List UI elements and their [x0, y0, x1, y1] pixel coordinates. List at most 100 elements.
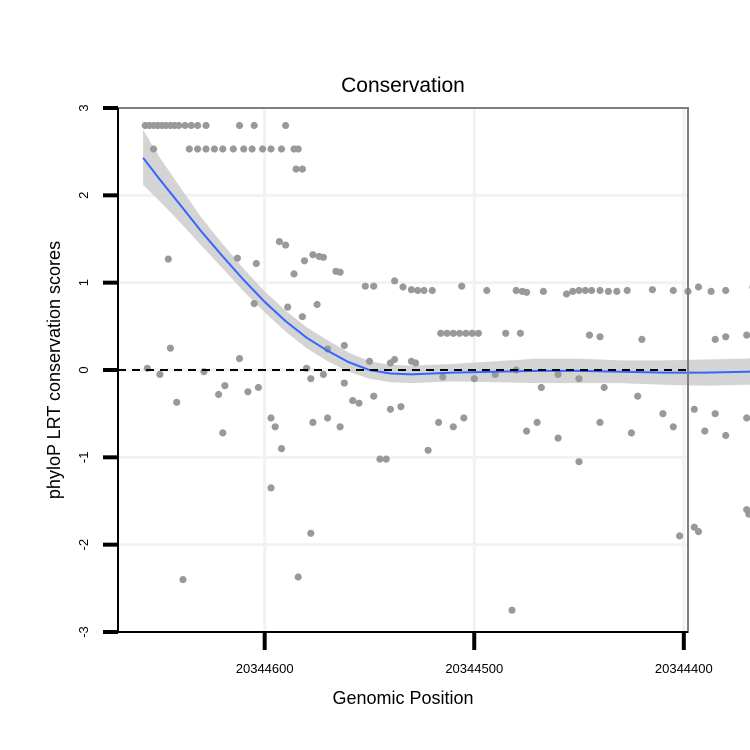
data-point: [669, 423, 677, 431]
data-point: [294, 145, 302, 153]
data-point: [659, 410, 667, 418]
data-point: [164, 255, 172, 263]
data-point: [298, 313, 306, 321]
data-point: [336, 268, 344, 276]
data-point: [743, 414, 750, 422]
data-point: [240, 145, 248, 153]
x-axis-title: Genomic Position: [332, 688, 473, 708]
y-tick-label: 0: [76, 366, 91, 373]
data-point: [210, 145, 218, 153]
data-point: [554, 434, 562, 442]
data-point: [259, 145, 267, 153]
data-point: [600, 383, 608, 392]
data-point: [604, 287, 613, 295]
data-point: [424, 446, 432, 454]
data-point: [254, 383, 262, 392]
data-point: [250, 121, 258, 130]
data-point: [391, 355, 399, 364]
data-point: [313, 300, 321, 309]
data-point: [250, 300, 258, 308]
data-point: [166, 344, 174, 352]
data-point: [307, 529, 315, 537]
confidence-band: [143, 129, 750, 386]
data-point: [221, 382, 229, 390]
data-point: [194, 145, 202, 153]
data-point: [539, 287, 548, 295]
data-point: [233, 254, 241, 262]
data-point: [219, 429, 227, 437]
data-point: [613, 287, 621, 295]
data-point: [235, 355, 244, 363]
data-point: [420, 286, 428, 295]
data-point: [187, 121, 195, 130]
data-point: [275, 238, 283, 246]
data-point: [319, 370, 327, 378]
data-point: [298, 165, 306, 173]
data-point: [370, 392, 378, 400]
data-point: [512, 286, 520, 295]
data-point: [694, 283, 703, 291]
data-point: [300, 257, 309, 265]
data-point: [336, 423, 344, 431]
y-tick-label: 3: [76, 104, 91, 111]
data-point: [585, 331, 594, 339]
y-tick-label: -1: [76, 452, 91, 464]
data-point: [244, 388, 252, 396]
data-point: [307, 375, 315, 383]
data-point: [340, 379, 348, 387]
data-point: [711, 410, 719, 418]
data-point: [627, 429, 636, 437]
data-point: [181, 121, 189, 130]
data-point: [502, 329, 510, 337]
data-point: [596, 286, 604, 295]
data-point: [414, 286, 422, 295]
data-point: [508, 606, 516, 614]
data-point: [562, 290, 571, 298]
data-point: [537, 383, 545, 392]
data-point: [581, 286, 589, 295]
data-point: [722, 286, 730, 295]
data-point: [722, 431, 730, 440]
data-point: [638, 335, 646, 343]
data-point: [277, 145, 286, 153]
x-tick-label: 20344600: [236, 661, 294, 676]
data-point: [252, 259, 260, 268]
data-point: [319, 253, 327, 261]
data-point: [634, 392, 642, 400]
data-point: [391, 277, 399, 285]
data-point: [173, 398, 181, 406]
data-point: [694, 528, 703, 536]
data-point: [533, 418, 541, 426]
data-point: [361, 282, 369, 290]
y-tick-label: 1: [76, 279, 91, 286]
plot-panel: 20344600 20344500 20344400 -3 -2 -1 0 1 2 3: [76, 104, 750, 676]
data-point: [701, 427, 709, 435]
data-point: [523, 288, 531, 296]
data-point: [690, 405, 698, 413]
data-point: [349, 397, 357, 405]
data-point: [399, 283, 407, 291]
data-point: [340, 341, 348, 350]
data-point: [676, 532, 684, 540]
data-point: [554, 370, 562, 378]
data-point: [248, 145, 256, 153]
data-point: [722, 333, 730, 341]
data-point: [156, 370, 164, 378]
data-point: [435, 418, 443, 426]
data-point: [596, 333, 604, 341]
chart-title: Conservation: [341, 74, 465, 97]
data-point: [449, 329, 457, 337]
data-point: [370, 282, 378, 290]
data-point: [175, 121, 183, 130]
data-point: [483, 286, 491, 295]
data-point: [290, 270, 298, 278]
y-axis-title: phyloP LRT conservation scores: [44, 241, 64, 499]
data-point: [284, 303, 292, 311]
data-point: [523, 427, 531, 435]
data-point: [365, 357, 374, 365]
data-point: [588, 286, 596, 295]
data-point: [407, 286, 415, 294]
data-point: [437, 329, 445, 337]
data-point: [470, 375, 478, 383]
